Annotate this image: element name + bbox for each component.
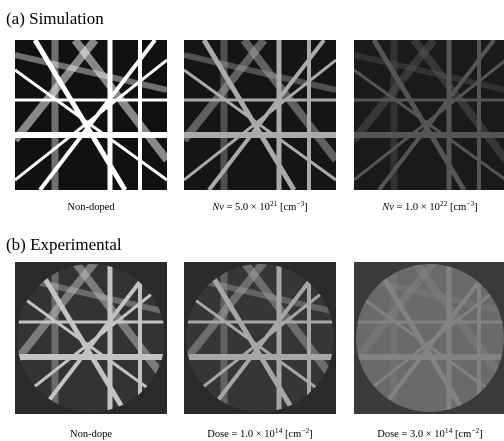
caption-part: Dose = 3.0 × 10 — [377, 429, 445, 440]
caption-part: [cm — [282, 429, 301, 440]
caption-part: −2 — [471, 426, 479, 435]
caption-part: Non-doped — [67, 202, 115, 213]
caption-part: ] — [309, 429, 313, 440]
caption-part: Nv — [381, 202, 394, 213]
caption-part: −2 — [301, 426, 309, 435]
experimental-image — [354, 262, 504, 414]
caption: Non-doped — [67, 202, 115, 213]
caption-part: Nv — [211, 202, 224, 213]
caption-part: [cm — [277, 202, 296, 213]
caption: Nv = 5.0 × 1021 [cm−3] — [211, 199, 308, 213]
panel-title: (a) Simulation — [6, 9, 104, 28]
caption-part: Dose = 1.0 × 10 — [207, 429, 275, 440]
caption-part: ] — [304, 202, 308, 213]
caption-part: [cm — [452, 429, 471, 440]
caption-part: [cm — [447, 202, 466, 213]
experimental-image — [184, 262, 336, 414]
simulation-image — [184, 40, 336, 190]
caption: Non-dope — [70, 429, 112, 440]
page: {"panels": [ {"title": "(a) Simulation",… — [0, 0, 504, 441]
simulation-image — [354, 40, 504, 190]
caption: Dose = 3.0 × 1014 [cm−2] — [377, 426, 483, 440]
experimental-image — [15, 262, 167, 414]
caption-part: = 5.0 × 10 — [224, 202, 270, 213]
caption-part: = 1.0 × 10 — [394, 202, 440, 213]
caption-part: ] — [479, 429, 483, 440]
simulation-image — [15, 40, 167, 190]
caption: Dose = 1.0 × 1014 [cm−2] — [207, 426, 313, 440]
panel-title: (b) Experimental — [6, 235, 122, 254]
caption-part: Non-dope — [70, 429, 112, 440]
caption: Nv = 1.0 × 1022 [cm−3] — [381, 199, 478, 213]
figure: (a) Simulation (b) Experimental Non-dope… — [0, 0, 504, 441]
caption-part: ] — [474, 202, 478, 213]
